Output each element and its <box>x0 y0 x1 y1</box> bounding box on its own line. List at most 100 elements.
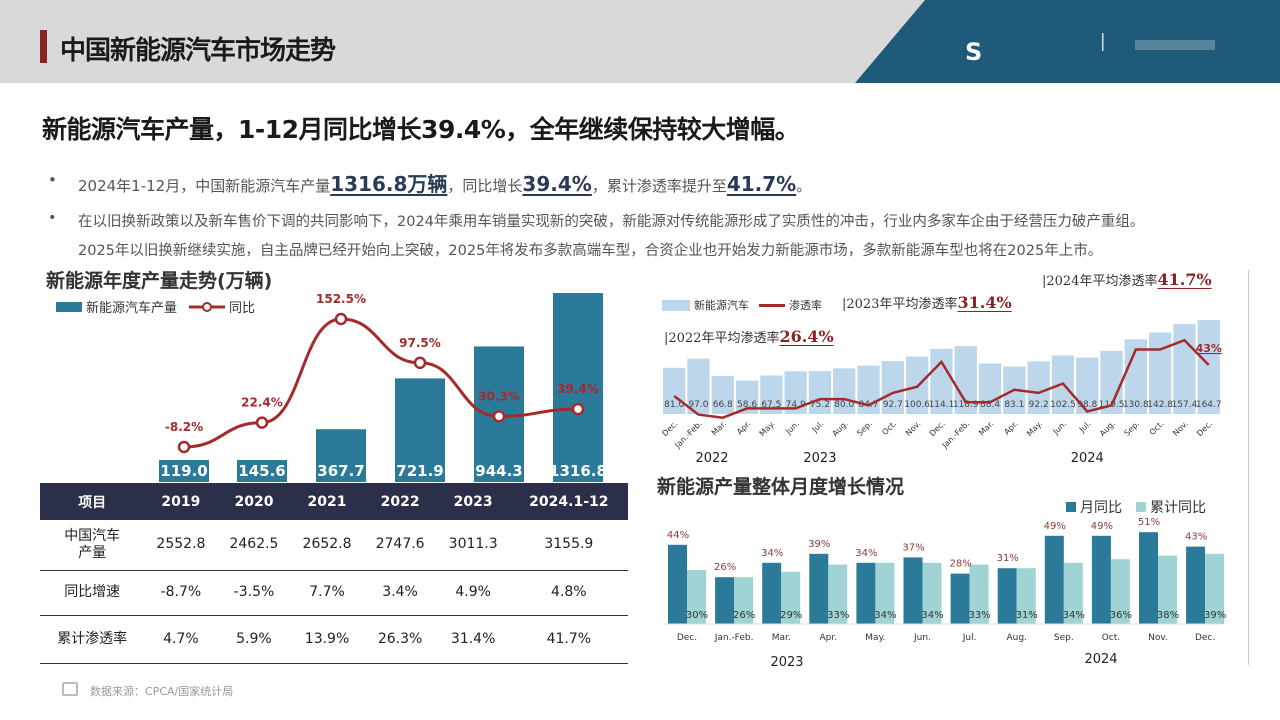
bullet-1: • 2024年1-12月，中国新能源汽车产量1316.8万辆，同比增长39.4%… <box>48 168 1248 196</box>
production-label: 145.6 <box>238 462 285 480</box>
yoy-label: 39.4% <box>557 382 599 396</box>
monthly-yoy-label: 43% <box>1185 532 1207 543</box>
cumulative-yoy-bar <box>969 564 989 624</box>
monthly-value-label: 66.8 <box>713 400 733 410</box>
monthly-yoy-bar <box>1139 532 1158 624</box>
monthly-value-label: 102.5 <box>1050 400 1076 410</box>
monthly-yoy-label: 44% <box>667 530 689 541</box>
penetration-line <box>673 338 1210 419</box>
cumulative-yoy-label: 34% <box>921 610 943 621</box>
monthly-bar <box>1149 332 1172 414</box>
table-cell: 5.9% <box>217 615 291 664</box>
penetration-end-label: 43% <box>1196 342 1222 355</box>
cumulative-yoy-bar <box>1110 559 1130 624</box>
monthly-yoy-bar <box>997 568 1017 624</box>
monthly-value-label: 157.4 <box>1172 400 1198 410</box>
monthly-yoy-label: 34% <box>761 548 783 559</box>
cumulative-yoy-bar <box>1016 568 1036 624</box>
production-label: 119.0 <box>160 462 207 480</box>
cumulative-yoy-bar <box>734 577 754 624</box>
monthly-yoy-label: 51% <box>1138 517 1160 528</box>
table-cell: -3.5% <box>217 570 291 616</box>
monthly-yoy-label: 49% <box>1044 521 1066 532</box>
month-label: Mar. <box>772 633 791 643</box>
monthly-value-label: 74.9 <box>786 400 806 410</box>
annotation-2023: |2023年平均渗透率31.4% <box>842 293 1012 312</box>
month-label: Aug. <box>1006 633 1026 643</box>
legend-label-production: 新能源汽车产量 <box>86 301 178 316</box>
highlight-production: 1316.8万辆 <box>330 172 448 196</box>
monthly-value-label: 58.6 <box>737 400 757 410</box>
annotation-text: 2024年平均渗透率 <box>1046 274 1158 289</box>
monthly-value-label: 75.2 <box>810 400 830 410</box>
table-row: 累计渗透率 4.7% 5.9% 13.9% 26.3% 31.4% 41.7% <box>40 615 628 664</box>
monthly-value-label: 88.4 <box>980 400 1000 410</box>
monthly-value-label: 97.0 <box>688 400 708 410</box>
yoy-point <box>255 416 269 429</box>
monthly-value-label: 80.0 <box>834 400 854 410</box>
legend-swatch-monthly <box>1066 502 1076 512</box>
page-title: 中国新能源汽车市场走势 <box>60 36 336 66</box>
yoy-label: 97.5% <box>399 336 441 350</box>
monthly-value-label: 100.6 <box>904 400 930 410</box>
month-label: May. <box>865 633 885 643</box>
table-cell: 2747.6 <box>363 520 437 571</box>
legend-label-yoy: 同比 <box>229 301 256 316</box>
table-row-label: 中国汽车 产量 <box>40 520 145 571</box>
month-label: Apr. <box>819 633 837 643</box>
monthly-yoy-bar <box>762 562 782 624</box>
table-cell: 31.4% <box>436 615 510 664</box>
table-header-cell: 2022 <box>363 483 437 520</box>
bullet-text: ，累计渗透率提升至 <box>591 177 727 195</box>
monthly-value-label: 67.5 <box>761 400 781 410</box>
month-label: Jan.-Feb. <box>714 633 754 643</box>
annotation-value: 31.4% <box>957 293 1012 312</box>
annotation-value: 41.7% <box>1157 270 1212 289</box>
month-label: Jul. <box>962 633 977 643</box>
monthly-value-label: 81.0 <box>664 400 684 410</box>
highlight-penetration: 41.7% <box>726 172 797 196</box>
legend-swatch-cumulative <box>1136 502 1146 512</box>
table-cell: 3.4% <box>363 570 437 616</box>
cumulative-yoy-label: 29% <box>780 610 802 621</box>
monthly-yoy-bar <box>856 562 876 624</box>
table-header-cell: 项目 <box>40 483 145 520</box>
monthly-value-label: 83.1 <box>1004 400 1024 410</box>
monthly-bar <box>1100 350 1123 414</box>
production-label: 944.3 <box>475 462 522 480</box>
table-cell: 3011.3 <box>436 520 510 571</box>
yoy-label: 30.3% <box>478 389 520 403</box>
monthly-value-label: 92.2 <box>1029 400 1049 410</box>
header-brand-shape: S <box>855 0 1280 83</box>
cumulative-yoy-label: 33% <box>827 610 849 621</box>
monthly-bar <box>833 368 856 414</box>
cumulative-yoy-label: 38% <box>1157 610 1179 621</box>
monthly-yoy-bar <box>1091 535 1111 624</box>
table-header-cell: 2024.1-12 <box>509 483 628 520</box>
monthly-bar <box>711 375 734 414</box>
monthly-bar <box>1027 361 1050 414</box>
monthly-value-label: 98.8 <box>1077 400 1097 410</box>
month-label: Dec. <box>1195 633 1215 643</box>
growth-chart-legend: 月同比 累计同比 <box>1066 497 1206 517</box>
bullet-text: 2024年1-12月，中国新能源汽车产量 <box>78 177 331 195</box>
bullet-2: • 在以旧换新政策以及新车售价下调的共同影响下，2024年乘用车销量实现新的突破… <box>48 210 1278 260</box>
legend-label-penetration: 渗透率 <box>789 299 822 312</box>
monthly-growth-chart: 44% 30% Dec. 26% 26% Jan.-Feb. 34% 29% Mar. 39% 33… <box>664 517 1226 670</box>
monthly-bar <box>930 348 953 414</box>
annual-production-chart: 119.0 145.6 367.7 721.9 944.3 1316.8 -8.2% 22.4… <box>159 292 607 482</box>
cumulative-yoy-label: 26% <box>733 610 755 621</box>
yoy-label: 152.5% <box>316 292 366 306</box>
monthly-yoy-bar <box>715 577 735 624</box>
annotation-value: 26.4% <box>779 327 834 346</box>
monthly-bar <box>1124 339 1147 414</box>
table-header-cell: 2019 <box>144 483 218 520</box>
month-label: Sep. <box>1054 633 1074 643</box>
table-cell: 2462.5 <box>217 520 291 571</box>
bullet-dot: • <box>48 171 57 189</box>
year-label: 2024 <box>1071 451 1104 466</box>
table-cell: 13.9% <box>290 615 364 664</box>
monthly-value-label: 114.1 <box>929 400 955 410</box>
monthly-value-label: 164.7 <box>1196 400 1222 410</box>
production-label: 367.7 <box>317 462 364 480</box>
